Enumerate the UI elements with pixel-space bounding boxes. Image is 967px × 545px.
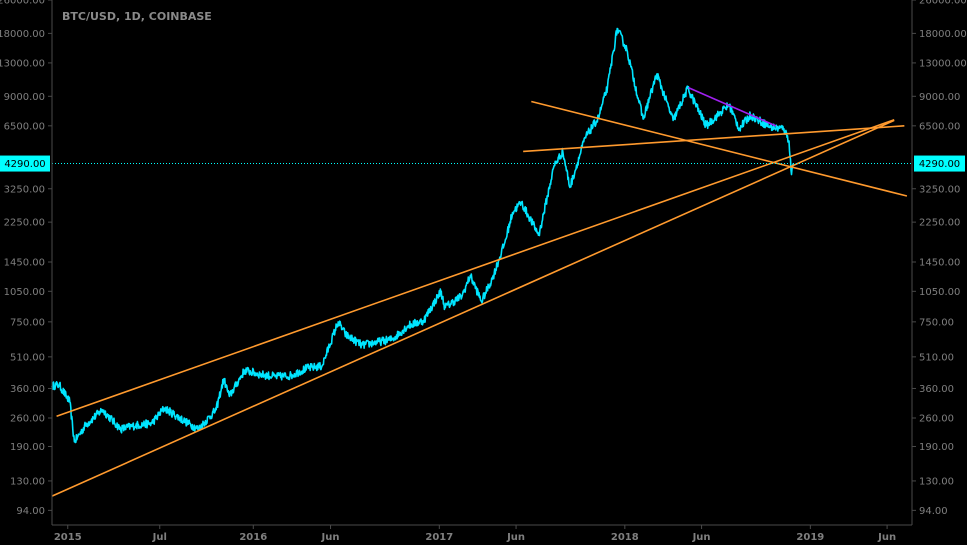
y-tick-label-right: 750.00 [919, 317, 954, 328]
y-axis-left: 94.00 130.00 190.00 260.00 360.00 510.00 750.0… [0, 0, 53, 525]
y-tick-label-left: 1450.00 [4, 258, 45, 269]
x-axis: 2015 Jul 2016 Jun 2017 Jun 2018 Jun 2019 Jun [52, 524, 912, 543]
y-tick-label-left: 13000.00 [0, 58, 45, 69]
y-tick-label-right: 190.00 [919, 442, 954, 453]
y-tick-label-left: 1050.00 [4, 287, 45, 298]
y-tick-label-right: 2250.00 [919, 218, 960, 229]
y-tick-label-left: 360.00 [10, 384, 45, 395]
current-price-badge-left [0, 155, 50, 172]
current-price-layer: 4290.00 4290.00 [0, 155, 965, 172]
trendline [56, 119, 895, 418]
series-layer [51, 27, 794, 444]
x-tick-label: Jun [692, 532, 711, 543]
y-tick-label-right: 510.00 [919, 352, 954, 363]
y-tick-label-left: 3250.00 [4, 184, 45, 195]
y-tick-label-left: 510.00 [10, 352, 45, 363]
y-tick-label-right: 360.00 [919, 384, 954, 395]
y-tick-label-right: 18000.00 [919, 29, 967, 40]
trendlines [51, 86, 908, 497]
y-tick-label-right: 6500.00 [919, 121, 960, 132]
x-tick-label: 2015 [54, 532, 82, 543]
y-tick-label-right: 1050.00 [919, 287, 960, 298]
price-series-line [51, 27, 794, 444]
x-tick-label: 2019 [796, 532, 824, 543]
y-axis-right: 94.00 130.00 190.00 260.00 360.00 510.00 750.0… [911, 0, 967, 525]
y-tick-label-left: 750.00 [10, 317, 45, 328]
y-tick-label-left: 130.00 [10, 476, 45, 487]
current-price-label-right: 4290.00 [919, 159, 960, 170]
y-tick-label-left: 94.00 [16, 506, 45, 517]
y-tick-label-left: 190.00 [10, 442, 45, 453]
y-tick-label-left: 26000.00 [0, 0, 45, 7]
current-price-badge-right [914, 155, 965, 172]
y-tick-label-left: 18000.00 [0, 29, 45, 40]
y-tick-label-left: 6500.00 [4, 121, 45, 132]
x-tick-label: 2016 [239, 532, 267, 543]
trendline [523, 125, 905, 153]
current-price-label-left: 4290.00 [4, 159, 45, 170]
trendline [688, 86, 777, 127]
x-tick-label: 2018 [611, 532, 639, 543]
y-tick-label-right: 3250.00 [919, 184, 960, 195]
trendline [51, 119, 895, 497]
chart-title: BTC/USD, 1D, COINBASE [62, 10, 212, 23]
x-tick-label: Jun [506, 532, 525, 543]
y-tick-label-right: 9000.00 [919, 92, 960, 103]
y-tick-label-left: 2250.00 [4, 218, 45, 229]
x-tick-label: Jun [877, 532, 896, 543]
y-tick-label-right: 1450.00 [919, 258, 960, 269]
y-tick-label-right: 260.00 [919, 414, 954, 425]
y-tick-label-left: 9000.00 [4, 92, 45, 103]
y-tick-label-right: 13000.00 [919, 58, 967, 69]
trendline [531, 100, 908, 197]
y-tick-label-right: 26000.00 [919, 0, 967, 7]
x-tick-label: 2017 [425, 532, 453, 543]
y-tick-label-left: 260.00 [10, 414, 45, 425]
y-tick-label-right: 130.00 [919, 476, 954, 487]
x-tick-label: Jul [152, 532, 167, 543]
y-tick-label-right: 94.00 [919, 506, 948, 517]
x-tick-label: Jun [321, 532, 340, 543]
